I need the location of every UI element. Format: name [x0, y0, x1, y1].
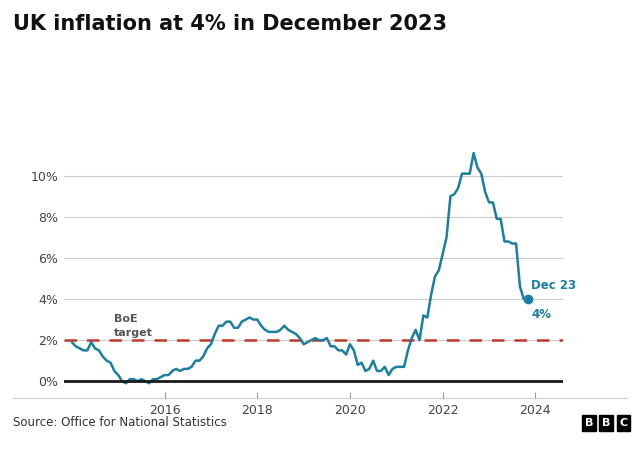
Text: target: target	[113, 328, 152, 338]
Text: 4%: 4%	[531, 308, 551, 321]
Text: Source: Office for National Statistics: Source: Office for National Statistics	[13, 417, 227, 429]
Text: B: B	[602, 418, 611, 428]
Text: BoE: BoE	[113, 314, 137, 324]
Text: Dec 23: Dec 23	[531, 279, 577, 292]
Text: C: C	[620, 418, 627, 428]
Text: B: B	[584, 418, 593, 428]
Text: UK inflation at 4% in December 2023: UK inflation at 4% in December 2023	[13, 14, 447, 33]
